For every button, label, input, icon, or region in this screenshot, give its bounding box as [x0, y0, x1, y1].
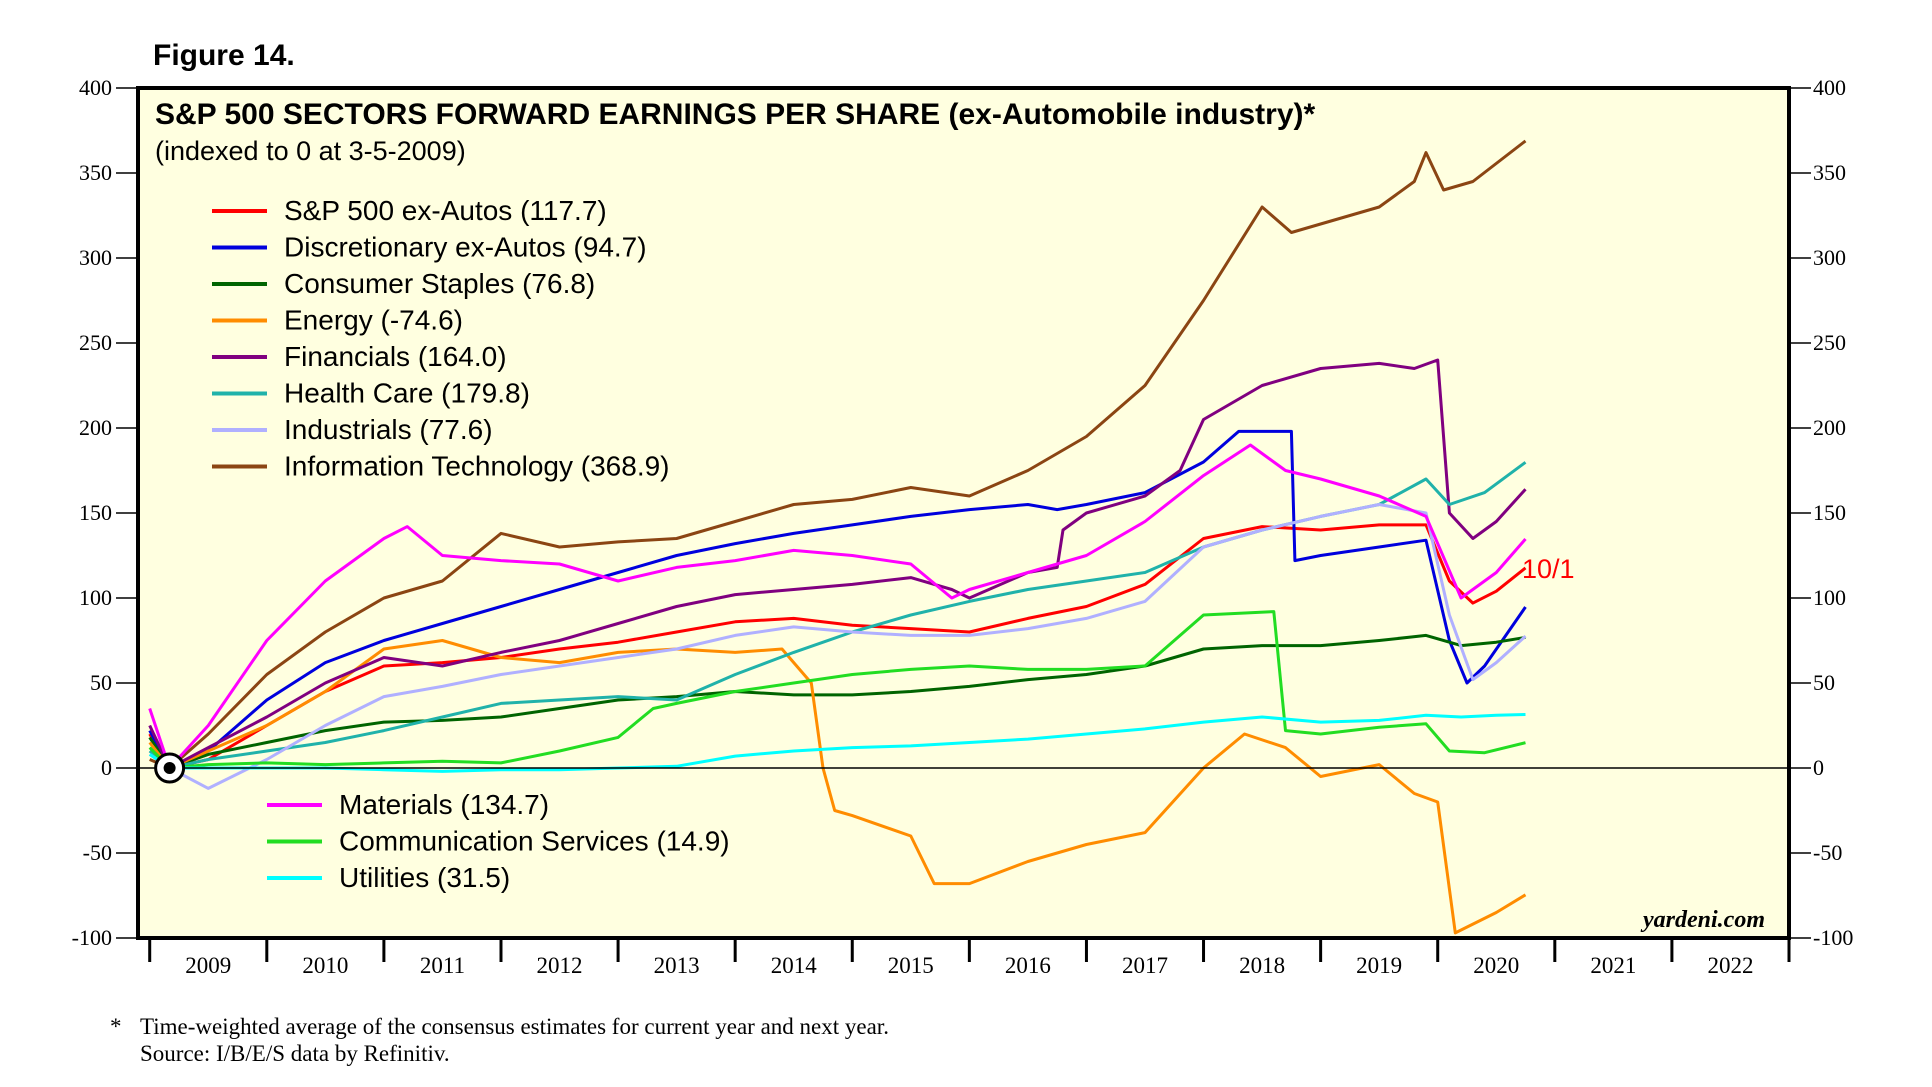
y-tick-label: 250 — [1813, 330, 1846, 355]
axis-ticks — [116, 87, 1811, 962]
y-tick-label: 100 — [79, 585, 112, 610]
series-line-financials — [148, 358, 1527, 770]
x-tick-label: 2015 — [888, 953, 934, 978]
y-tick-label: 350 — [1813, 160, 1846, 185]
plot-background — [138, 88, 1789, 938]
y-tick-label: 300 — [1813, 245, 1846, 270]
legend-label: Consumer Staples (76.8) — [284, 268, 595, 299]
y-tick-label: -100 — [1813, 925, 1853, 950]
figure-label: Figure 14. — [153, 39, 295, 72]
legend-label: Materials (134.7) — [339, 789, 549, 820]
series-line-discretionary-ex-autos — [148, 429, 1527, 770]
series-line-industrials — [148, 503, 1527, 790]
y-tick-label: 250 — [79, 330, 112, 355]
series-lines — [148, 139, 1527, 935]
y-tick-label: -100 — [72, 925, 112, 950]
base-marker — [154, 752, 186, 784]
legend-label: Industrials (77.6) — [284, 414, 493, 445]
base-marker-dot — [163, 762, 176, 774]
y-axis-left: -100 -50 0 50 100 150 200 250 300 350 400 — [72, 75, 112, 950]
legend-label: S&P 500 ex-Autos (117.7) — [284, 195, 607, 226]
x-tick-label: 2014 — [771, 953, 818, 978]
x-tick-label: 2022 — [1707, 953, 1753, 978]
end-date-annotation: 10/1 — [1522, 554, 1575, 584]
x-tick-label: 2012 — [537, 953, 583, 978]
y-tick-label: 400 — [1813, 75, 1846, 100]
legend-top: S&P 500 ex-Autos (117.7) Discretionary ex… — [212, 195, 670, 482]
y-tick-label: 0 — [101, 755, 112, 780]
legend-label: Discretionary ex-Autos (94.7) — [284, 232, 647, 263]
x-tick-label: 2016 — [1005, 953, 1051, 978]
y-tick-label: 50 — [90, 670, 112, 695]
y-tick-label: 50 — [1813, 670, 1835, 695]
chart-subtitle: (indexed to 0 at 3-5-2009) — [155, 136, 466, 166]
legend-label: Health Care (179.8) — [284, 378, 530, 409]
y-tick-label: 350 — [79, 160, 112, 185]
y-axis-right: -100 -50 0 50 100 150 200 250 300 350 400 — [1813, 75, 1853, 950]
x-tick-label: 2017 — [1122, 953, 1168, 978]
y-tick-label: 200 — [1813, 415, 1846, 440]
series-line-s-p-500-ex-autos — [148, 523, 1527, 770]
series-line-consumer-staples — [148, 633, 1526, 770]
legend-label: Information Technology (368.9) — [284, 451, 670, 482]
y-tick-label: -50 — [1813, 840, 1842, 865]
legend-bottom: Materials (134.7) Communication Services … — [267, 789, 730, 893]
chart-title: S&P 500 SECTORS FORWARD EARNINGS PER SHA… — [155, 98, 1316, 131]
x-tick-label: 2018 — [1239, 953, 1285, 978]
legend-label: Utilities (31.5) — [339, 862, 510, 893]
x-tick-label: 2021 — [1590, 953, 1636, 978]
x-tick-label: 2019 — [1356, 953, 1402, 978]
source-credit: yardeni.com — [1640, 907, 1765, 933]
y-tick-label: 0 — [1813, 755, 1824, 780]
plot-frame — [136, 86, 1791, 940]
series-line-materials — [148, 443, 1527, 770]
y-tick-label: 150 — [79, 500, 112, 525]
footnote-marker: * — [110, 1014, 122, 1039]
y-tick-label: 100 — [1813, 585, 1846, 610]
footnote-line: Time-weighted average of the consensus e… — [140, 1014, 889, 1039]
series-line-communication-services — [148, 610, 1526, 770]
footnote-line: Source: I/B/E/S data by Refinitiv. — [140, 1041, 450, 1066]
legend-label: Energy (-74.6) — [284, 305, 463, 336]
legend-label: Financials (164.0) — [284, 341, 507, 372]
series-line-information-technology — [149, 139, 1527, 770]
x-tick-label: 2020 — [1473, 953, 1519, 978]
y-tick-label: 150 — [1813, 500, 1846, 525]
legend-label: Communication Services (14.9) — [339, 826, 730, 857]
y-tick-label: -50 — [83, 840, 112, 865]
y-tick-label: 400 — [79, 75, 112, 100]
x-tick-label: 2010 — [302, 953, 348, 978]
y-tick-label: 200 — [79, 415, 112, 440]
x-axis: 2009 2010 2011 2012 2013 2014 2015 2016 2017 2018… — [185, 953, 1753, 978]
x-tick-label: 2009 — [185, 953, 231, 978]
x-tick-label: 2011 — [420, 953, 465, 978]
x-tick-label: 2013 — [654, 953, 700, 978]
y-tick-label: 300 — [79, 245, 112, 270]
